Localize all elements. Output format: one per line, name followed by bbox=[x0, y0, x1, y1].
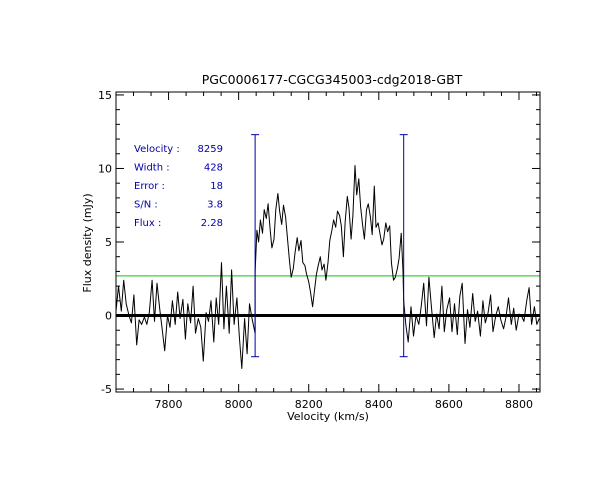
info-value: 3.8 bbox=[207, 200, 223, 211]
info-value: 2.28 bbox=[201, 218, 223, 229]
x-axis-label: Velocity (km/s) bbox=[287, 410, 369, 423]
info-value: 8259 bbox=[198, 144, 223, 155]
x-tick-label: 8400 bbox=[365, 398, 393, 411]
y-tick-label: 10 bbox=[98, 162, 112, 175]
info-label: Flux : bbox=[134, 218, 161, 229]
x-tick-label: 8600 bbox=[435, 398, 463, 411]
y-tick-label: 15 bbox=[98, 89, 112, 102]
info-label: S/N : bbox=[134, 200, 158, 211]
y-axis-label: Flux density (mJy) bbox=[81, 193, 94, 292]
chart-title: PGC0006177-CGCG345003-cdg2018-GBT bbox=[202, 72, 463, 87]
x-tick-label: 8200 bbox=[295, 398, 323, 411]
info-value: 18 bbox=[210, 181, 223, 192]
x-tick-label: 8800 bbox=[505, 398, 533, 411]
y-tick-label: 5 bbox=[105, 236, 112, 249]
y-tick-label: -5 bbox=[101, 383, 112, 396]
plot-frame bbox=[115, 91, 541, 393]
y-tick-label: 0 bbox=[105, 310, 112, 323]
info-label: Width : bbox=[134, 163, 170, 174]
info-value: 428 bbox=[204, 163, 223, 174]
info-label: Error : bbox=[134, 181, 165, 192]
x-tick-label: 8000 bbox=[225, 398, 253, 411]
x-tick-label: 7800 bbox=[155, 398, 183, 411]
spectrum-line bbox=[115, 165, 540, 369]
info-label: Velocity : bbox=[134, 144, 180, 155]
